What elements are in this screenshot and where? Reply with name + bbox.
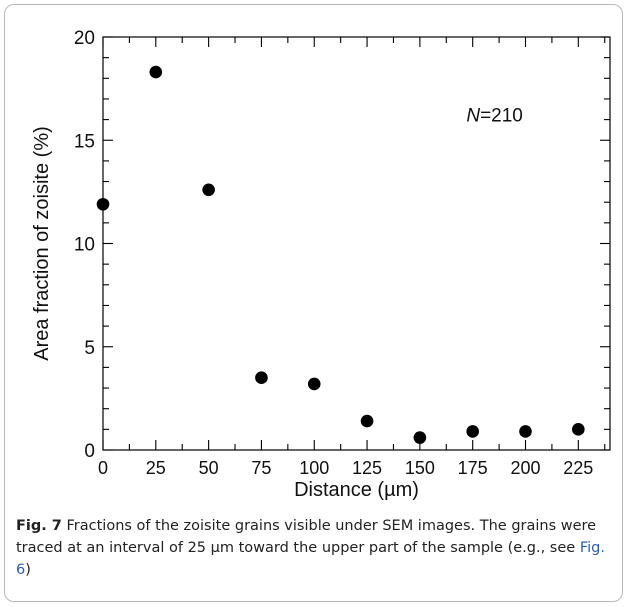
plot-area bbox=[102, 36, 611, 451]
data-point bbox=[413, 431, 427, 444]
y-tick-label: 5 bbox=[84, 338, 95, 359]
y-tick-label: 10 bbox=[74, 235, 95, 256]
y-tick-label: 0 bbox=[84, 441, 95, 462]
scatter-chart: 0 5 10 15 20 0 25 50 75 100 125 150 175 200 225 Area … bbox=[31, 28, 611, 501]
x-tick-label: 100 bbox=[299, 458, 329, 478]
y-axis-label: Area fraction of zoisite (%) bbox=[31, 126, 53, 361]
data-point bbox=[255, 371, 268, 385]
data-point bbox=[149, 65, 163, 79]
x-tick-label: 50 bbox=[199, 458, 219, 478]
caption-text: Fractions of the zoisite grains visible … bbox=[16, 518, 597, 556]
data-point bbox=[360, 414, 374, 428]
x-tick-label: 25 bbox=[146, 458, 166, 478]
x-tick-label: 150 bbox=[405, 458, 435, 478]
data-point bbox=[96, 197, 110, 211]
sample-size-annotation: N=210 bbox=[466, 106, 523, 127]
caption-figure-label: Fig. 7 bbox=[16, 518, 62, 534]
sample-size-n: N bbox=[466, 106, 480, 127]
data-point bbox=[572, 423, 585, 436]
x-axis-label: Distance (µm) bbox=[294, 479, 419, 501]
data-point bbox=[519, 425, 532, 438]
y-tick-label: 15 bbox=[74, 131, 95, 152]
x-tick-label: 125 bbox=[352, 458, 382, 478]
y-axis-ticks: 0 5 10 15 20 bbox=[74, 28, 610, 462]
x-axis-ticks: 0 25 50 75 100 125 150 175 200 225 bbox=[98, 37, 606, 478]
x-tick-label: 200 bbox=[510, 458, 540, 478]
data-point bbox=[466, 425, 479, 438]
figure-caption: Fig. 7 Fractions of the zoisite grains v… bbox=[16, 515, 616, 581]
caption-figure-link[interactable]: Fig. 6 bbox=[16, 540, 605, 578]
figure-frame bbox=[4, 4, 623, 602]
data-point bbox=[307, 377, 321, 391]
y-tick-label: 20 bbox=[74, 28, 95, 49]
sample-size-value: =210 bbox=[480, 106, 523, 127]
data-points bbox=[96, 65, 585, 444]
x-tick-label: 175 bbox=[458, 458, 488, 478]
data-point bbox=[202, 183, 215, 197]
x-tick-label: 0 bbox=[98, 458, 108, 478]
x-tick-label: 75 bbox=[251, 458, 271, 478]
caption-text-end: ) bbox=[25, 562, 31, 578]
x-tick-label: 225 bbox=[563, 458, 593, 478]
